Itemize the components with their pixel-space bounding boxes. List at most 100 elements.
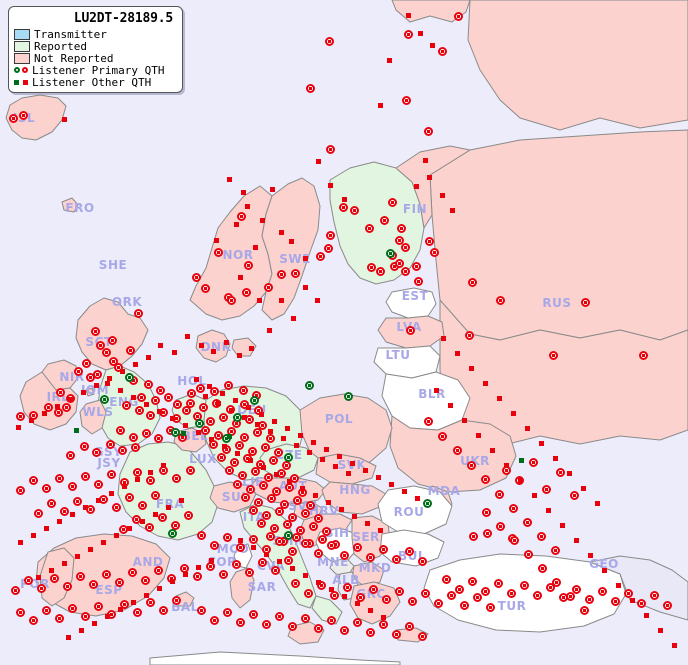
marker-center-dot (285, 464, 288, 467)
marker-center-dot (171, 532, 174, 535)
marker-center-dot (278, 615, 281, 618)
marker-center-dot (260, 522, 263, 525)
marker-center-dot (356, 621, 359, 624)
country-label-est: EST (402, 289, 429, 303)
marker-center-dot (291, 550, 294, 553)
marker-center-dot (382, 548, 385, 551)
marker-center-dot (241, 474, 244, 477)
marker-center-dot (117, 366, 120, 369)
land-kola (395, 145, 471, 229)
marker-center-dot (105, 573, 108, 576)
country-label-por: POR (20, 577, 50, 591)
marker-center-dot (421, 635, 424, 638)
marker-center-dot (96, 373, 99, 376)
marker-center-dot (588, 598, 591, 601)
marker-center-dot (255, 394, 258, 397)
marker-center-dot (145, 432, 148, 435)
country-label-hol: HOL (177, 374, 206, 388)
marker-center-dot (627, 592, 630, 595)
marker-center-dot (115, 506, 118, 509)
marker-center-dot (601, 590, 604, 593)
marker-center-dot (317, 517, 320, 520)
marker-center-dot (105, 351, 108, 354)
marker-center-dot (262, 484, 265, 487)
marker-center-dot (230, 299, 233, 302)
land-denmark-isl (231, 337, 257, 357)
marker-center-dot (280, 472, 283, 475)
country-label-wls: WLS (82, 405, 113, 419)
marker-center-dot (136, 471, 139, 474)
marker-center-dot (217, 434, 220, 437)
marker-center-dot (148, 526, 151, 529)
marker-center-dot (202, 406, 205, 409)
marker-center-dot (471, 281, 474, 284)
marker-center-dot (275, 490, 278, 493)
marker-center-dot (259, 463, 262, 466)
marker-center-dot (85, 362, 88, 365)
marker-center-dot (175, 477, 178, 480)
marker-center-dot (37, 512, 40, 515)
marker-center-dot (270, 497, 273, 500)
country-label-pol: POL (325, 412, 353, 426)
marker-center-dot (181, 436, 184, 439)
marker-center-dot (84, 475, 87, 478)
marker-center-dot (272, 459, 275, 462)
marker-center-dot (369, 631, 372, 634)
marker-center-dot (236, 483, 239, 486)
marker-center-dot (233, 461, 236, 464)
land-hungary (321, 481, 387, 515)
marker-center-dot (213, 544, 216, 547)
country-label-hrv: HRV (309, 504, 339, 518)
country-label-fin: FIN (403, 202, 427, 216)
marker-center-dot (404, 270, 407, 273)
marker-center-dot (485, 511, 488, 514)
land-romania (377, 485, 453, 535)
country-label-sar: SAR (248, 580, 277, 594)
square-marker-icon (14, 79, 19, 85)
marker-center-dot (209, 565, 212, 568)
marker-center-dot (159, 389, 162, 392)
marker-center-dot (228, 469, 231, 472)
marker-center-dot (283, 503, 286, 506)
marker-center-dot (269, 535, 272, 538)
country-label-rus: RUS (542, 296, 571, 310)
marker-center-dot (254, 470, 257, 473)
circle-marker-icon (14, 67, 20, 73)
marker-center-dot (319, 255, 322, 258)
marker-center-dot (405, 99, 408, 102)
country-label-geo: GEO (589, 557, 619, 571)
marker-center-dot (280, 273, 283, 276)
marker-center-dot (445, 578, 448, 581)
marker-center-dot (137, 312, 140, 315)
marker-center-dot (200, 534, 203, 537)
marker-center-dot (489, 606, 492, 609)
country-label-bal: BAL (171, 600, 199, 614)
marker-center-dot (183, 567, 186, 570)
marker-center-dot (149, 479, 152, 482)
marker-center-dot (222, 573, 225, 576)
marker-center-dot (427, 130, 430, 133)
marker-center-dot (265, 514, 268, 517)
legend-row: Not Reported (14, 52, 177, 64)
marker-center-dot (222, 416, 225, 419)
legend-row: Reported (14, 40, 177, 52)
marker-center-dot (309, 504, 312, 507)
marker-center-dot (257, 501, 260, 504)
marker-center-dot (273, 527, 276, 530)
marker-center-dot (347, 395, 350, 398)
marker-center-dot (261, 424, 264, 427)
marker-center-dot (523, 584, 526, 587)
marker-center-dot (583, 609, 586, 612)
marker-center-dot (549, 586, 552, 589)
country-label-and: AND (133, 555, 164, 569)
marker-center-dot (144, 579, 147, 582)
marker-center-dot (415, 265, 418, 268)
legend-row: Transmitter (14, 28, 177, 40)
marker-center-dot (110, 613, 113, 616)
marker-center-dot (242, 389, 245, 392)
marker-center-dot (395, 558, 398, 561)
marker-center-dot (463, 604, 466, 607)
country-label-ork: ORK (112, 295, 142, 309)
